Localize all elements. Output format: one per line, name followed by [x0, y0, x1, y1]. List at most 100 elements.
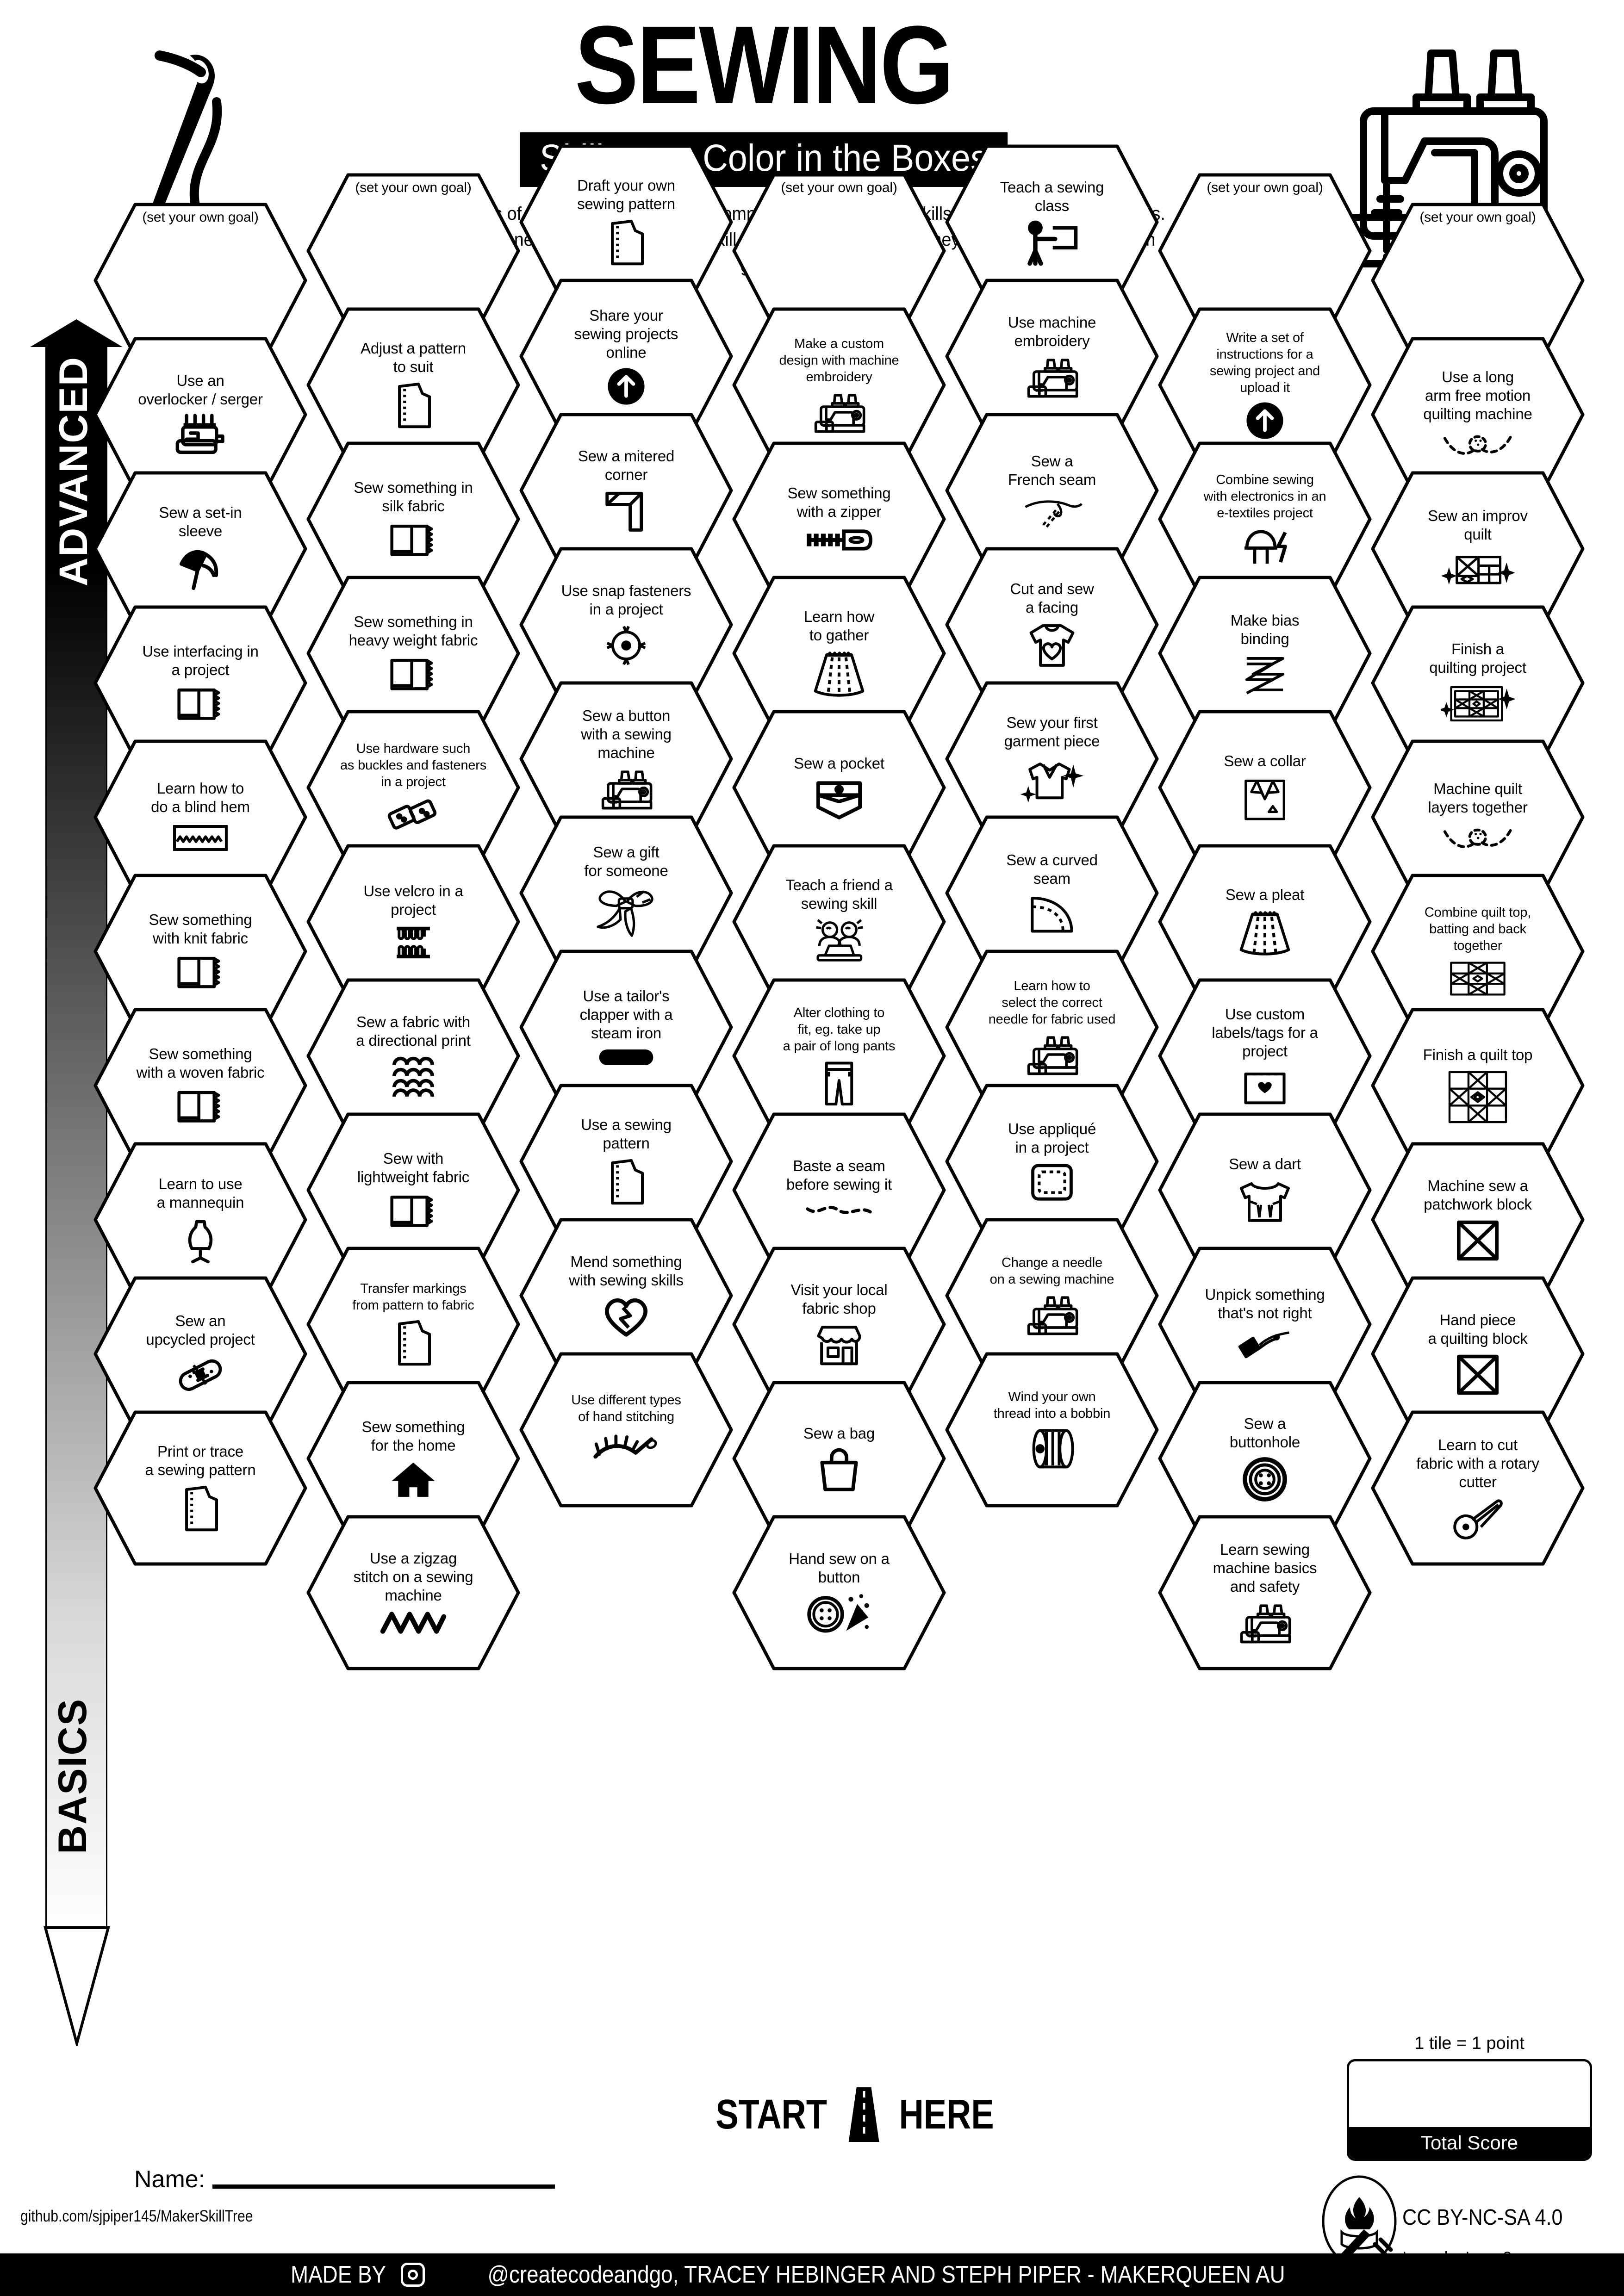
- skill-tile-label: Sew a button with a sewing machine: [581, 707, 672, 761]
- skill-tile[interactable]: Sew a button with a sewing machine: [518, 680, 734, 838]
- skill-tile[interactable]: Use snap fasteners in a project: [518, 546, 734, 703]
- skill-tile[interactable]: Make bias binding: [1157, 575, 1373, 732]
- button-icon: [1241, 1456, 1289, 1502]
- pants-icon: [819, 1059, 859, 1107]
- skill-tile[interactable]: Use interfacing in a project: [93, 604, 308, 762]
- skill-tile[interactable]: Sew with lightweight fabric: [305, 1111, 521, 1269]
- skill-tile[interactable]: Sew an upcycled project: [93, 1275, 308, 1433]
- skill-tile[interactable]: Sew a fabric with a directional print: [305, 977, 521, 1135]
- upload-arrow-icon: [606, 366, 646, 406]
- skill-tile[interactable]: Use an overlocker / serger: [93, 336, 308, 493]
- skill-tile[interactable]: Baste a seam before sewing it: [731, 1111, 947, 1269]
- skill-tile[interactable]: Write a set of instructions for a sewing p…: [1157, 306, 1373, 464]
- skill-tile[interactable]: Learn how to do a blind hem: [93, 738, 308, 896]
- skill-tile-label: Baste a seam before sewing it: [786, 1157, 892, 1193]
- skill-tile[interactable]: Change a needle on a sewing machine: [944, 1217, 1160, 1374]
- skill-tile[interactable]: Sew a bag: [731, 1380, 947, 1537]
- skill-tile[interactable]: Sew a pleat: [1157, 843, 1373, 1000]
- skill-tile[interactable]: Sew your first garment piece: [944, 680, 1160, 838]
- skill-tile[interactable]: Use machine embroidery: [944, 278, 1160, 435]
- skill-tile[interactable]: Cut and sew a facing: [944, 546, 1160, 703]
- skill-tile[interactable]: Sew an improv quilt: [1370, 470, 1586, 627]
- skill-tile-label: Learn sewing machine basics and safety: [1213, 1541, 1317, 1595]
- skill-tile[interactable]: Learn to use a mannequin: [93, 1141, 308, 1298]
- skill-tile-label: (set your own goal): [142, 210, 259, 225]
- skill-tile[interactable]: (set your own goal): [731, 172, 947, 329]
- skill-tile-label: Sew something with a woven fabric: [136, 1045, 265, 1081]
- skill-tile[interactable]: Mend something with sewing skills: [518, 1217, 734, 1374]
- skill-tile[interactable]: Sew a collar: [1157, 709, 1373, 866]
- skill-tile[interactable]: Visit your local fabric shop: [731, 1246, 947, 1403]
- skill-tile[interactable]: Wind your own thread into a bobbin: [944, 1351, 1160, 1508]
- shop-icon: [814, 1322, 864, 1368]
- skill-tile[interactable]: Use velcro in a project: [305, 843, 521, 1000]
- skill-tile[interactable]: Use different types of hand stitching: [518, 1351, 734, 1508]
- skill-tile[interactable]: Use a sewing pattern: [518, 1083, 734, 1240]
- skill-tile-label: Sew a dart: [1229, 1155, 1301, 1173]
- skill-tile[interactable]: Learn sewing machine basics and safety: [1157, 1514, 1373, 1671]
- skill-tile[interactable]: Transfer markings from pattern to fabric: [305, 1246, 521, 1403]
- skill-tile[interactable]: Sew something with knit fabric: [93, 873, 308, 1030]
- hexagon-outline: [306, 1515, 520, 1670]
- skill-tile[interactable]: Print or trace a sewing pattern: [93, 1409, 308, 1567]
- skill-tile[interactable]: Sew a pocket: [731, 709, 947, 866]
- skill-tile[interactable]: Teach a friend a sewing skill: [731, 843, 947, 1000]
- skill-tile-label: Sew a gift for someone: [584, 844, 668, 879]
- skill-tile[interactable]: (set your own goal): [1157, 172, 1373, 329]
- name-input-line[interactable]: [212, 2184, 555, 2189]
- sewing-machine-icon: [1024, 1032, 1080, 1077]
- skill-tile[interactable]: Unpick something that's not right: [1157, 1246, 1373, 1403]
- skill-tile[interactable]: Use hardware such as buckles and fastener…: [305, 709, 521, 866]
- skill-tile[interactable]: (set your own goal): [1370, 202, 1586, 359]
- skill-tile[interactable]: Sew something with a woven fabric: [93, 1007, 308, 1164]
- skill-tile[interactable]: Make a custom design with machine embroide…: [731, 306, 947, 464]
- skill-tile[interactable]: Hand piece a quilting block: [1370, 1275, 1586, 1433]
- skill-tile[interactable]: Sew a dart: [1157, 1111, 1373, 1269]
- skill-tile[interactable]: Sew a curved seam: [944, 814, 1160, 972]
- skill-tile[interactable]: Finish a quilt top: [1370, 1007, 1586, 1164]
- bias-binding-icon: [1241, 653, 1289, 695]
- skill-tile[interactable]: Adjust a pattern to suit: [305, 306, 521, 464]
- skill-tile[interactable]: Alter clothing to fit, eg. take up a pair …: [731, 977, 947, 1135]
- skill-tile[interactable]: Combine sewing with electronics in an e-te…: [1157, 441, 1373, 598]
- bobbin-icon: [1028, 1427, 1076, 1471]
- skill-tile[interactable]: (set your own goal): [305, 172, 521, 329]
- skill-tile[interactable]: Use appliqué in a project: [944, 1083, 1160, 1240]
- skill-tile[interactable]: Use a zigzag stitch on a sewing machine: [305, 1514, 521, 1671]
- total-score-label: Total Score: [1349, 2127, 1590, 2159]
- skill-tile[interactable]: Learn to cut fabric with a rotary cutter: [1370, 1409, 1586, 1567]
- skill-tile[interactable]: Finish a quilting project: [1370, 604, 1586, 762]
- skill-tile[interactable]: Sew something with a zipper: [731, 441, 947, 598]
- license-text: CC BY-NC-SA 4.0: [1402, 2205, 1563, 2230]
- skill-tile[interactable]: Sew something for the home: [305, 1380, 521, 1537]
- skill-tile[interactable]: Share your sewing projects online: [518, 278, 734, 435]
- skill-tile[interactable]: Sew a buttonhole: [1157, 1380, 1373, 1537]
- skill-tile[interactable]: Use a tailor's clapper with a steam iron: [518, 949, 734, 1106]
- skill-tile[interactable]: Sew a French seam: [944, 412, 1160, 569]
- rotary-cutter-icon: [1450, 1496, 1506, 1540]
- skill-tile[interactable]: Draft your own sewing pattern: [518, 143, 734, 301]
- skill-tile[interactable]: Machine quilt layers together: [1370, 738, 1586, 896]
- skill-tile-label: Sew something for the home: [361, 1418, 465, 1454]
- house-icon: [390, 1459, 436, 1499]
- name-field[interactable]: Name:: [134, 2166, 555, 2193]
- skill-tile[interactable]: Sew something in heavy weight fabric: [305, 575, 521, 732]
- total-score-box[interactable]: Total Score: [1347, 2059, 1592, 2161]
- skill-tile[interactable]: Use custom labels/tags for a project: [1157, 977, 1373, 1135]
- skill-tile[interactable]: Use a long arm free motion quilting machin…: [1370, 336, 1586, 493]
- skill-tile[interactable]: Learn how to select the correct needle for…: [944, 949, 1160, 1106]
- skill-tile-label: Use interfacing in a project: [142, 643, 259, 678]
- skill-tile[interactable]: Machine sew a patchwork block: [1370, 1141, 1586, 1298]
- skill-tile-label: Sew a pleat: [1225, 886, 1305, 903]
- skill-tile[interactable]: Hand sew on a button: [731, 1514, 947, 1671]
- skill-tile[interactable]: Combine quilt top, batting and back togeth…: [1370, 873, 1586, 1030]
- skill-tile[interactable]: (set your own goal): [93, 202, 308, 359]
- arrow-shaft: [45, 345, 107, 1932]
- skill-tile[interactable]: Sew something in silk fabric: [305, 441, 521, 598]
- skill-tile[interactable]: Sew a set-in sleeve: [93, 470, 308, 627]
- skill-tile[interactable]: Learn how to gather: [731, 575, 947, 732]
- skill-tile[interactable]: Sew a mitered corner: [518, 412, 734, 569]
- fabric-bolt-icon: [174, 684, 227, 724]
- skill-tile[interactable]: Teach a sewing class: [944, 143, 1160, 301]
- skill-tile[interactable]: Sew a gift for someone: [518, 814, 734, 972]
